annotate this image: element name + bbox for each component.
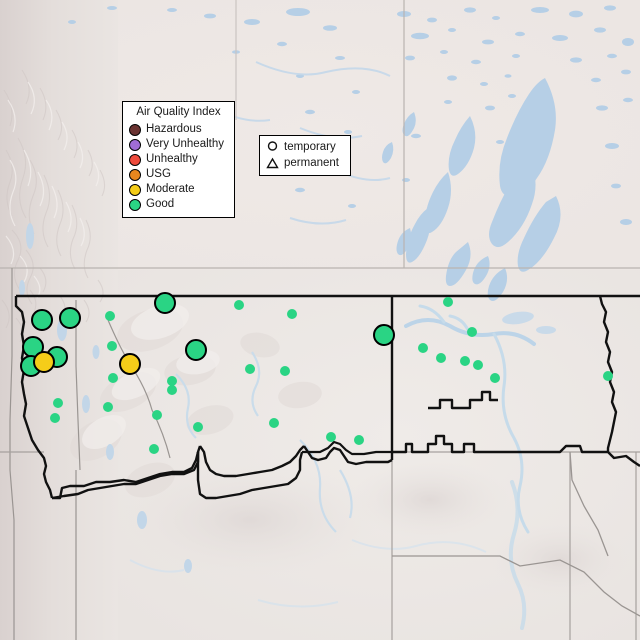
legend-aqi-label: Moderate (146, 183, 195, 195)
monitor-marker[interactable] (467, 327, 477, 337)
monitor-marker[interactable] (418, 343, 428, 353)
monitor-marker[interactable] (185, 339, 207, 361)
monitor-marker[interactable] (105, 311, 115, 321)
monitor-marker[interactable] (167, 385, 177, 395)
monitor-marker[interactable] (373, 324, 395, 346)
monitor-marker[interactable] (119, 353, 141, 375)
monitor-marker[interactable] (31, 309, 53, 331)
circle-outline-icon (265, 140, 280, 155)
monitor-marker[interactable] (193, 422, 203, 432)
legend-air-quality-index: Air Quality Index Hazardous Very Unhealth… (122, 101, 235, 218)
legend-aqi-row[interactable]: Very Unhealthy (129, 137, 228, 152)
monitor-marker[interactable] (473, 360, 483, 370)
monitor-marker[interactable] (50, 413, 60, 423)
legend-aqi-label: USG (146, 168, 171, 180)
monitor-marker[interactable] (234, 300, 244, 310)
legend-aqi-label: Unhealthy (146, 153, 198, 165)
monitor-marker[interactable] (436, 353, 446, 363)
monitor-marker[interactable] (154, 292, 176, 314)
monitor-marker[interactable] (167, 376, 177, 386)
monitor-marker[interactable] (443, 297, 453, 307)
monitor-marker[interactable] (326, 432, 336, 442)
monitor-marker[interactable] (354, 435, 364, 445)
triangle-outline-icon (265, 156, 280, 171)
legend-aqi-row[interactable]: Good (129, 197, 228, 212)
monitor-marker[interactable] (33, 351, 55, 373)
monitor-marker[interactable] (245, 364, 255, 374)
monitor-marker[interactable] (53, 398, 63, 408)
monitor-marker[interactable] (603, 371, 613, 381)
legend-aqi-swatch (129, 138, 141, 151)
legend-site-type-label-permanent: permanent (284, 157, 339, 169)
monitor-marker[interactable] (490, 373, 500, 383)
legend-aqi-label: Good (146, 198, 175, 210)
legend-aqi-swatch (129, 123, 141, 136)
legend-aqi-swatch (129, 198, 141, 211)
legend-aqi-swatch (129, 168, 141, 181)
legend-site-type-row-temporary: temporary (265, 139, 345, 155)
monitor-marker[interactable] (287, 309, 297, 319)
monitor-marker[interactable] (280, 366, 290, 376)
legend-site-type-row-permanent: permanent (265, 155, 345, 171)
legend-site-type-label-temporary: temporary (284, 141, 336, 153)
monitor-marker[interactable] (460, 356, 470, 366)
legend-aqi-swatch (129, 183, 141, 196)
legend-aqi-row[interactable]: Unhealthy (129, 152, 228, 167)
monitor-marker[interactable] (103, 402, 113, 412)
monitor-marker[interactable] (152, 410, 162, 420)
legend-aqi-label: Very Unhealthy (146, 138, 224, 150)
legend-site-type: temporary permanent (259, 135, 351, 176)
monitor-marker[interactable] (107, 341, 117, 351)
monitor-marker[interactable] (59, 307, 81, 329)
legend-aqi-row[interactable]: Moderate (129, 182, 228, 197)
legend-aqi-row[interactable]: Hazardous (129, 122, 228, 137)
legend-aqi-label: Hazardous (146, 123, 202, 135)
legend-aqi-swatch (129, 153, 141, 166)
monitor-marker[interactable] (149, 444, 159, 454)
legend-aqi-row[interactable]: USG (129, 167, 228, 182)
monitor-marker[interactable] (108, 373, 118, 383)
legend-aqi-rows: Hazardous Very Unhealthy Unhealthy USG Moder… (129, 122, 228, 212)
monitor-marker[interactable] (269, 418, 279, 428)
legend-aqi-title: Air Quality Index (136, 106, 221, 118)
